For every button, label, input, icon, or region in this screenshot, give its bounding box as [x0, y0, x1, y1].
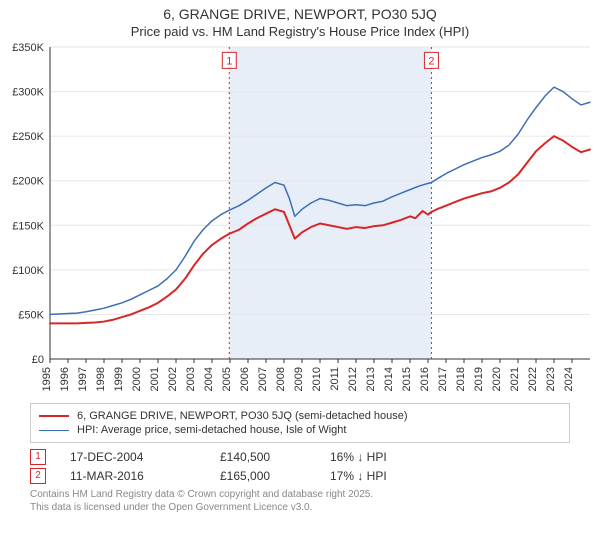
x-tick-label: 2013 [365, 367, 377, 391]
y-tick-label: £200K [12, 176, 44, 188]
footer-attribution: Contains HM Land Registry data © Crown c… [30, 488, 570, 514]
x-tick-label: 2015 [401, 367, 413, 391]
x-tick-label: 2003 [185, 367, 197, 391]
x-tick-label: 2009 [293, 367, 305, 391]
y-tick-label: £300K [12, 87, 44, 99]
tx-price: £165,000 [220, 469, 330, 483]
x-tick-label: 2022 [527, 367, 539, 391]
x-tick-label: 2011 [329, 367, 341, 391]
x-tick-label: 2004 [203, 367, 215, 391]
x-tick-label: 2001 [149, 367, 161, 391]
tx-marker: 2 [30, 468, 46, 484]
tx-marker-on-chart: 2 [428, 55, 434, 67]
x-tick-label: 1996 [59, 367, 71, 391]
chart-titles: 6, GRANGE DRIVE, NEWPORT, PO30 5JQ Price… [0, 0, 600, 39]
y-tick-label: £50K [18, 309, 44, 321]
transaction-row: 1 17-DEC-2004£140,50016% ↓ HPI [30, 449, 570, 465]
legend-item: 6, GRANGE DRIVE, NEWPORT, PO30 5JQ (semi… [39, 410, 561, 422]
x-tick-label: 2007 [257, 367, 269, 391]
tx-delta: 17% ↓ HPI [330, 469, 450, 483]
legend-item: HPI: Average price, semi-detached house,… [39, 424, 561, 436]
x-tick-label: 2018 [455, 367, 467, 391]
x-tick-label: 2010 [311, 367, 323, 391]
transaction-table: 1 17-DEC-2004£140,50016% ↓ HPI 2 11-MAR-201… [30, 449, 570, 484]
legend-label: HPI: Average price, semi-detached house,… [77, 424, 346, 436]
tx-marker: 1 [30, 449, 46, 465]
x-tick-label: 2000 [131, 367, 143, 391]
y-tick-label: £350K [12, 42, 44, 54]
y-tick-label: £100K [12, 265, 44, 277]
x-tick-label: 1997 [77, 367, 89, 391]
x-tick-label: 1995 [41, 367, 53, 391]
footer-line-1: Contains HM Land Registry data © Crown c… [30, 488, 570, 501]
tx-date: 11-MAR-2016 [70, 469, 220, 483]
x-tick-label: 2002 [167, 367, 179, 391]
footer-line-2: This data is licensed under the Open Gov… [30, 501, 570, 514]
legend: 6, GRANGE DRIVE, NEWPORT, PO30 5JQ (semi… [30, 403, 570, 443]
title-sub: Price paid vs. HM Land Registry's House … [0, 24, 600, 39]
x-tick-label: 2020 [491, 367, 503, 391]
x-tick-label: 2021 [509, 367, 521, 391]
line-chart: £0 £50K £100K £150K £200K £250K £300K £350K 1995… [0, 39, 600, 399]
x-tick-label: 2019 [473, 367, 485, 391]
x-tick-label: 2014 [383, 367, 395, 391]
x-tick-label: 2006 [239, 367, 251, 391]
y-tick-label: £250K [12, 131, 44, 143]
tx-price: £140,500 [220, 450, 330, 464]
tx-date: 17-DEC-2004 [70, 450, 220, 464]
legend-swatch [39, 430, 69, 431]
title-main: 6, GRANGE DRIVE, NEWPORT, PO30 5JQ [0, 6, 600, 22]
x-tick-label: 1999 [113, 367, 125, 391]
legend-label: 6, GRANGE DRIVE, NEWPORT, PO30 5JQ (semi… [77, 410, 408, 422]
chart-container: £0 £50K £100K £150K £200K £250K £300K £350K 1995… [0, 39, 600, 399]
x-tick-label: 2012 [347, 367, 359, 391]
tx-marker-on-chart: 1 [226, 55, 232, 67]
tx-delta: 16% ↓ HPI [330, 450, 450, 464]
x-tick-label: 2023 [545, 367, 557, 391]
x-tick-label: 2017 [437, 367, 449, 391]
transaction-row: 2 11-MAR-2016£165,00017% ↓ HPI [30, 468, 570, 484]
legend-swatch [39, 415, 69, 417]
y-tick-label: £0 [32, 354, 44, 366]
x-tick-label: 2024 [563, 367, 575, 391]
x-tick-label: 2008 [275, 367, 287, 391]
x-tick-label: 2016 [419, 367, 431, 391]
x-tick-label: 2005 [221, 367, 233, 391]
x-tick-label: 1998 [95, 367, 107, 391]
y-tick-label: £150K [12, 220, 44, 232]
